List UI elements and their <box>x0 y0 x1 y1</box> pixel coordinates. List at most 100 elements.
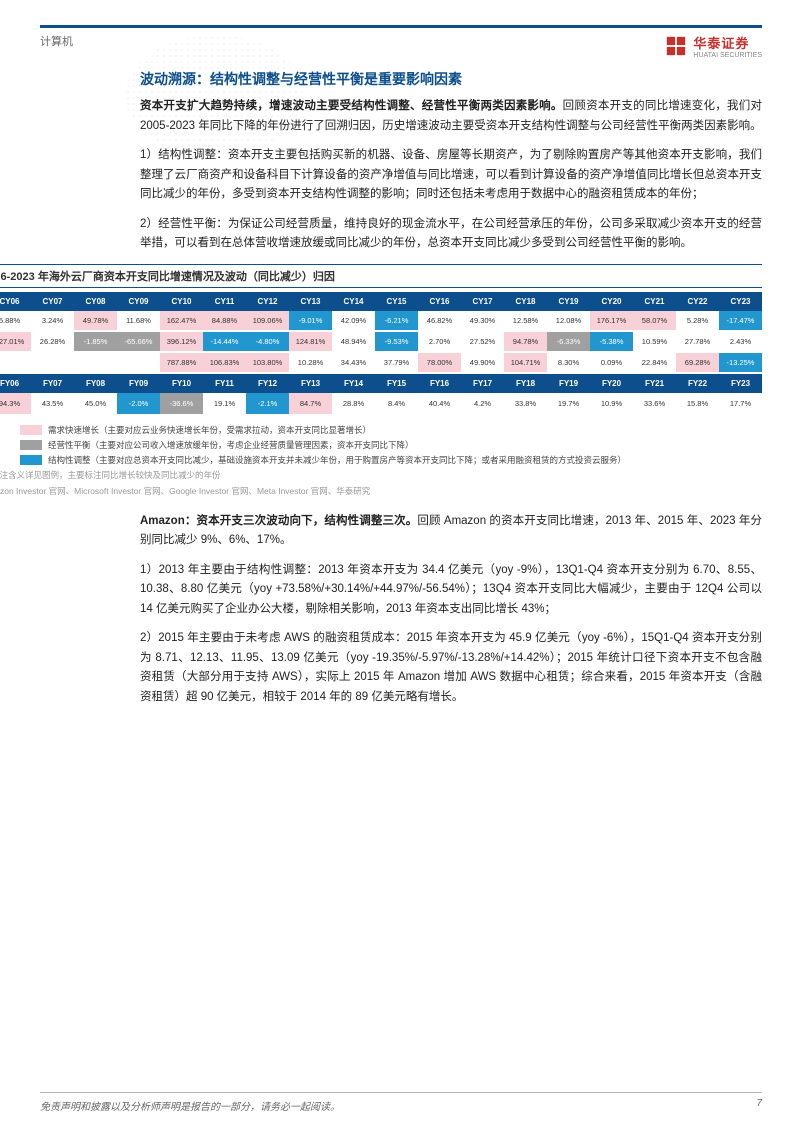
data-cell: 2.70% <box>418 332 461 351</box>
brand-name-cn: 华泰证券 <box>693 33 762 52</box>
year-header: FY18 <box>504 374 547 393</box>
year-header: CY22 <box>676 292 719 311</box>
data-cell: 42.09% <box>332 311 375 330</box>
data-cell: 27.52% <box>461 332 504 351</box>
amazon-p2: 2）2015 年主要由于未考虑 AWS 的融资租赁成本：2015 年资本开支为 … <box>140 629 762 707</box>
year-header: CY07 <box>31 292 74 311</box>
data-cell: 5.88% <box>0 311 31 330</box>
year-header: FY11 <box>203 374 246 393</box>
year-header: FY10 <box>160 374 203 393</box>
year-header: CY11 <box>203 292 246 311</box>
data-cell: 22.84% <box>633 353 676 372</box>
year-header: FY09 <box>117 374 160 393</box>
data-cell: 37.79% <box>375 353 418 372</box>
data-cell: 8.30% <box>547 353 590 372</box>
table-row-amazon: amazon5.88%3.24%49.78%11.68%162.47%84.88… <box>0 311 762 330</box>
chart-legend: 需求快速增长（主要对应云业务快速增长年份，受需求拉动，资本开支同比显著增长） 经… <box>20 424 762 466</box>
data-cell: -6.21% <box>375 311 418 330</box>
footer-page-number: 7 <box>756 1098 762 1113</box>
data-cell: 11.68% <box>117 311 160 330</box>
year-header: CY06 <box>0 292 31 311</box>
page-header: 计算机 华泰证券 HUATAI SECURITIES <box>40 25 762 59</box>
data-cell: -65.66% <box>117 332 160 351</box>
data-cell: 176.17% <box>590 311 633 330</box>
data-cell: 19.7% <box>547 393 590 414</box>
legend-swatch-pink <box>20 425 42 435</box>
data-cell: 3.24% <box>31 311 74 330</box>
legend-item-blue: 结构性调整（主要对应总资本开支同比减少，基础设施资本开支并未减少年份，用于购置房… <box>20 454 762 466</box>
data-cell: -13.25% <box>719 353 762 372</box>
data-cell: -1.85% <box>74 332 117 351</box>
data-cell: 94.78% <box>504 332 547 351</box>
data-cell: -14.44% <box>203 332 246 351</box>
data-cell: 33.8% <box>504 393 547 414</box>
data-cell <box>31 353 74 372</box>
data-cell <box>117 353 160 372</box>
year-header: CY21 <box>633 292 676 311</box>
data-cell: -6.33% <box>547 332 590 351</box>
data-cell: 12.08% <box>547 311 590 330</box>
data-cell: 104.71% <box>504 353 547 372</box>
year-header: CY16 <box>418 292 461 311</box>
year-header: CY12 <box>246 292 289 311</box>
data-cell: -9.53% <box>375 332 418 351</box>
data-cell: -5.38% <box>590 332 633 351</box>
amazon-p1: 1）2013 年主要由于结构性调整：2013 年资本开支为 34.4 亿美元（y… <box>140 561 762 620</box>
table-row-meta: ∞ Meta787.88%106.83%103.80%10.28%34.43%3… <box>0 353 762 372</box>
year-header: FY13 <box>289 374 332 393</box>
data-cell: 49.30% <box>461 311 504 330</box>
data-cell: 94.3% <box>0 393 31 414</box>
section-2: Amazon：资本开支三次波动向下，结构性调整三次。回顾 Amazon 的资本开… <box>40 512 762 708</box>
main-content: 波动溯源：结构性调整与经营性平衡是重要影响因素 资本开支扩大趋势持续，增速波动主… <box>40 69 762 254</box>
data-cell <box>0 353 31 372</box>
year-header: FY19 <box>547 374 590 393</box>
chart-caption: 图表7： 2006-2023 年海外云厂商资本开支同比增速情况及波动（同比减少）… <box>0 264 762 288</box>
paragraph-3: 2）经营性平衡：为保证公司经营质量，维持良好的现金流水平，在公司经营承压的年份，… <box>140 215 762 254</box>
year-header: CY09 <box>117 292 160 311</box>
legend-text-pink: 需求快速增长（主要对应云业务快速增长年份，受需求拉动，资本开支同比显著增长） <box>48 424 371 436</box>
year-header: FY06 <box>0 374 31 393</box>
brand-name-en: HUATAI SECURITIES <box>693 52 762 59</box>
year-header: FY22 <box>676 374 719 393</box>
chart-note-2: 资料来源：Amazon Investor 官网、Microsoft Invest… <box>0 486 762 498</box>
data-cell: 396.12% <box>160 332 203 351</box>
year-header: FY12 <box>246 374 289 393</box>
year-header: FY20 <box>590 374 633 393</box>
data-cell: 48.94% <box>332 332 375 351</box>
data-cell: 8.4% <box>375 393 418 414</box>
year-header: FY21 <box>633 374 676 393</box>
data-cell: 84.7% <box>289 393 332 414</box>
data-cell: 127.01% <box>0 332 31 351</box>
data-cell: 109.06% <box>246 311 289 330</box>
chart-note-1: 注：图中底色标注含义详见图例，主要标注同比增长较快及同比减少的年份 <box>0 470 762 482</box>
footer-disclaimer: 免责声明和披露以及分析师声明是报告的一部分，请务必一起阅读。 <box>40 1098 340 1113</box>
year-header: CY20 <box>590 292 633 311</box>
paragraph-1: 资本开支扩大趋势持续，增速波动主要受结构性调整、经营性平衡两类因素影响。回顾资本… <box>140 97 762 136</box>
data-cell: -2.1% <box>246 393 289 414</box>
amazon-lead-bold: Amazon：资本开支三次波动向下，结构性调整三次。 <box>140 515 417 527</box>
paragraph-2: 1）结构性调整：资本开支主要包括购买新的机器、设备、房屋等长期资产，为了剔除购置… <box>140 146 762 205</box>
legend-text-gray: 经营性平衡（主要对应公司收入增速放缓年份，考虑企业经营质量管理因素，资本开支同比… <box>48 439 414 451</box>
year-header: CY19 <box>547 292 590 311</box>
header-category: 计算机 <box>40 33 73 49</box>
legend-text-blue: 结构性调整（主要对应总资本开支同比减少，基础设施资本开支并未减少年份，用于购置房… <box>48 454 626 466</box>
legend-item-pink: 需求快速增长（主要对应云业务快速增长年份，受需求拉动，资本开支同比显著增长） <box>20 424 762 436</box>
year-header: CY15 <box>375 292 418 311</box>
page-footer: 免责声明和披露以及分析师声明是报告的一部分，请务必一起阅读。 7 <box>40 1092 762 1113</box>
data-cell: 17.7% <box>719 393 762 414</box>
chart-section: 图表7： 2006-2023 年海外云厂商资本开支同比增速情况及波动（同比减少）… <box>0 264 762 498</box>
data-cell: 12.58% <box>504 311 547 330</box>
year-header: FY08 <box>74 374 117 393</box>
year-header: CY13 <box>289 292 332 311</box>
huatai-logo-icon <box>665 35 687 57</box>
section-title: 波动溯源：结构性调整与经营性平衡是重要影响因素 <box>140 69 762 89</box>
data-cell: 43.5% <box>31 393 74 414</box>
data-cell: 106.83% <box>203 353 246 372</box>
legend-swatch-blue <box>20 455 42 465</box>
data-cell: 58.07% <box>633 311 676 330</box>
year-header: FY16 <box>418 374 461 393</box>
data-cell: 78.00% <box>418 353 461 372</box>
data-cell: 10.59% <box>633 332 676 351</box>
data-cell: 2.43% <box>719 332 762 351</box>
legend-swatch-gray <box>20 440 42 450</box>
